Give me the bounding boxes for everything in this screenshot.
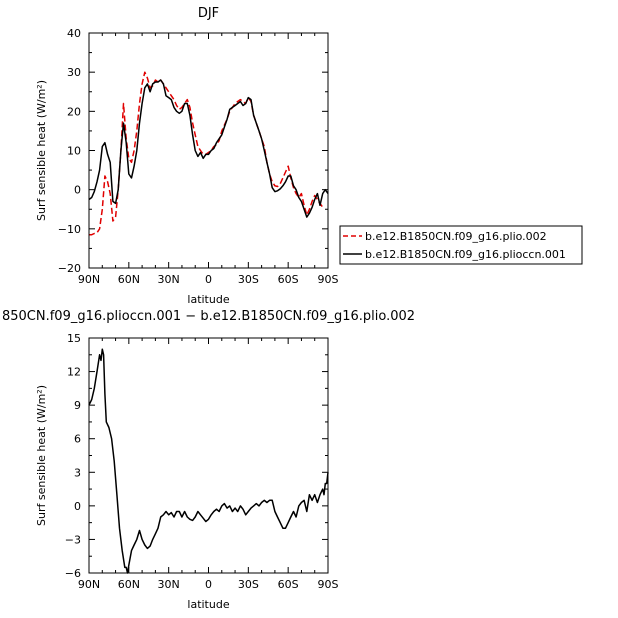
- x-tick-label: 60S: [278, 273, 299, 286]
- x-tick-label: 30N: [158, 578, 180, 591]
- x-tick-label: 60N: [118, 578, 140, 591]
- x-tick-label: 90N: [78, 273, 100, 286]
- y-tick-label: 3: [74, 466, 81, 479]
- legend-label-1: b.e12.B1850CN.f09_g16.plioccn.001: [365, 248, 566, 261]
- y-tick-label: −3: [65, 533, 81, 546]
- y-tick-label: −20: [58, 262, 81, 275]
- y-tick-label: 6: [74, 433, 81, 446]
- legend-box: [339, 225, 583, 265]
- bottom-chart-panel: 850CN.f09_g16.plioccn.001 − b.e12.B1850C…: [2, 309, 415, 611]
- x-tick-label: 90S: [318, 273, 339, 286]
- y-tick-label: −6: [65, 567, 81, 580]
- plot-frame: [88, 32, 329, 269]
- x-tick-label: 90S: [318, 578, 339, 591]
- series-line-1: [88, 79, 329, 218]
- x-tick-label: 30S: [238, 273, 259, 286]
- y-axis-label: Surf sensible heat (W/m²): [35, 385, 48, 526]
- y-tick-label: 9: [74, 399, 81, 412]
- y-tick-label: 30: [67, 66, 81, 79]
- plot-frame: [88, 337, 329, 574]
- x-tick-label: 30S: [238, 578, 259, 591]
- y-tick-label: 15: [67, 332, 81, 345]
- legend-label-0: b.e12.B1850CN.f09_g16.plio.002: [365, 230, 547, 243]
- chart-title: DJF: [198, 6, 219, 21]
- chart-legend: b.e12.B1850CN.f09_g16.plio.002 b.e12.B185…: [339, 225, 583, 265]
- x-tick-label: 0: [205, 578, 212, 591]
- y-tick-label: 40: [67, 27, 81, 40]
- x-tick-label: 30N: [158, 273, 180, 286]
- y-axis-label: Surf sensible heat (W/m²): [35, 80, 48, 221]
- top-chart-panel: DJF 90N 60N 30N 0 30S 60S 90S −20 −10 0 10 20 30 40 lat…: [35, 6, 339, 306]
- y-tick-label: 0: [74, 500, 81, 513]
- chart-title: 850CN.f09_g16.plioccn.001 − b.e12.B1850C…: [2, 309, 415, 324]
- series-line-0: [89, 71, 324, 236]
- x-tick-label: 0: [205, 273, 212, 286]
- y-tick-label: 0: [74, 184, 81, 197]
- y-tick-label: 20: [67, 105, 81, 118]
- x-tick-label: 60S: [278, 578, 299, 591]
- x-tick-label: 90N: [78, 578, 100, 591]
- x-axis-label: latitude: [187, 293, 229, 306]
- y-tick-label: 10: [67, 145, 81, 158]
- y-tick-label: −10: [58, 223, 81, 236]
- x-axis-label: latitude: [187, 598, 229, 611]
- x-tick-label: 60N: [118, 273, 140, 286]
- y-tick-label: 12: [67, 366, 81, 379]
- series-line-0: [88, 348, 329, 574]
